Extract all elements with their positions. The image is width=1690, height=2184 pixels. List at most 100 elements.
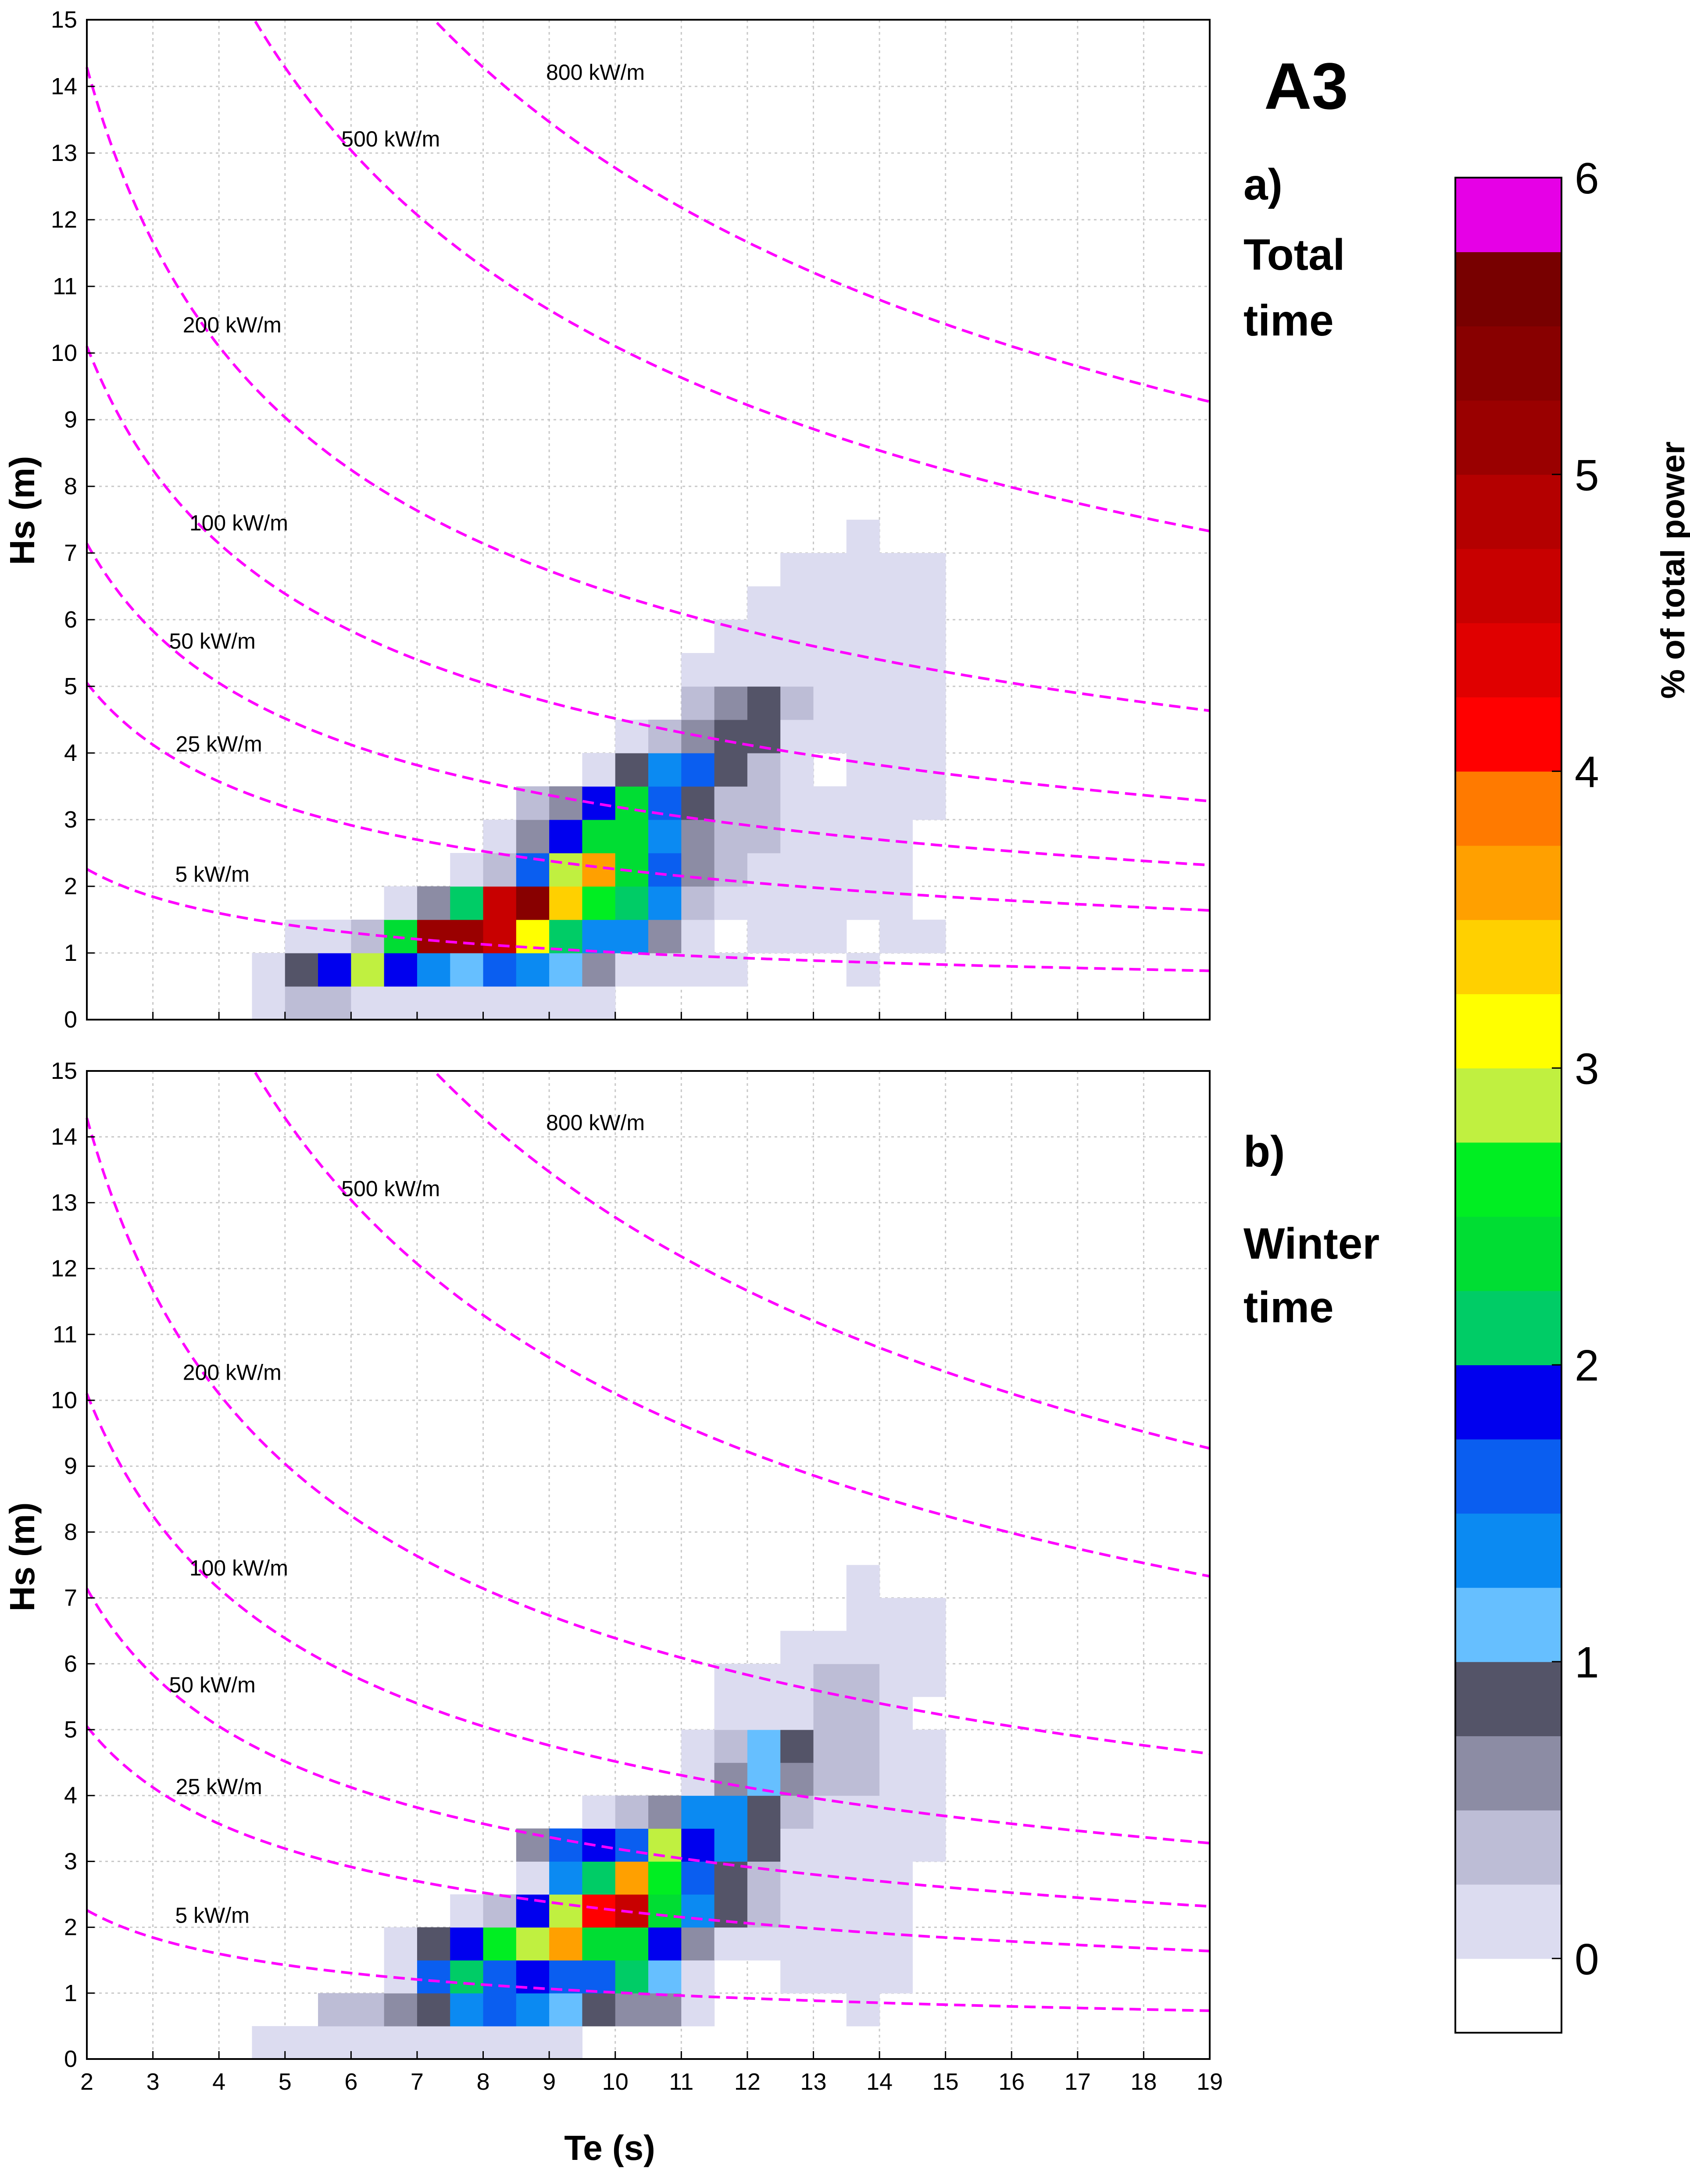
heatmap-cell — [813, 820, 847, 853]
heatmap-cell — [813, 653, 847, 687]
heatmap-cell — [813, 1696, 847, 1730]
colorbar-block — [1455, 252, 1561, 327]
isoline-5 — [86, 868, 1210, 972]
heatmap-cell — [714, 620, 748, 653]
heatmap-cell — [714, 1663, 748, 1697]
heatmap-cell — [780, 820, 814, 853]
heatmap-cell — [813, 686, 847, 720]
heatmap-cell — [780, 1927, 814, 1961]
y-tick-label: 11 — [53, 1321, 77, 1348]
heatmap-cell — [879, 1730, 913, 1763]
y-tick-label: 0 — [64, 1006, 77, 1033]
colorbar-tick-labels: 0 1 2 3 4 5 6 — [1552, 154, 1599, 1984]
heatmap-cell — [747, 1894, 781, 1928]
heatmap-cell — [879, 886, 913, 920]
colorbar-tick-label: 5 — [1575, 451, 1599, 500]
isoline-50 — [86, 542, 1210, 867]
heatmap-cell — [714, 886, 748, 920]
panel-b-title-line-3: time — [1243, 1283, 1334, 1332]
heatmap-cell — [582, 920, 616, 953]
heatmap-cell — [846, 686, 880, 720]
heatmap-cell — [681, 853, 715, 887]
heatmap-cell — [879, 1927, 913, 1961]
heatmap-cell — [681, 886, 715, 920]
figure-title: A3 — [1264, 49, 1348, 123]
heatmap-cell — [582, 986, 616, 1020]
panel-a-grid — [86, 19, 1211, 1021]
y-tick-label: 12 — [51, 207, 77, 233]
heatmap-cell — [516, 953, 550, 987]
heatmap-cell — [912, 1730, 946, 1763]
heatmap-cell — [813, 920, 847, 953]
x-tick-label: 16 — [998, 2069, 1025, 2095]
heatmap-cell — [813, 620, 847, 653]
heatmap-cell — [681, 1828, 715, 1862]
heatmap-cell — [450, 853, 484, 887]
heatmap-cell — [351, 986, 385, 1020]
panel-a-title-line-3: time — [1243, 296, 1334, 345]
heatmap-cell — [846, 1565, 880, 1599]
colorbar-block — [1455, 771, 1561, 846]
heatmap-cell — [549, 920, 583, 953]
heatmap-cell — [450, 1993, 484, 2027]
y-tick-label: 12 — [51, 1256, 77, 1282]
isoline-25 — [86, 1725, 1210, 1952]
heatmap-cell — [648, 886, 682, 920]
heatmap-cell — [846, 586, 880, 620]
heatmap-cell — [549, 1927, 583, 1961]
heatmap-cell — [846, 1730, 880, 1763]
panel-b-title-line-2: Winter — [1243, 1219, 1379, 1268]
heatmap-cell — [780, 1763, 814, 1796]
heatmap-cell — [483, 1927, 517, 1961]
heatmap-cell — [912, 1828, 946, 1862]
colorbar-block — [1455, 1587, 1561, 1662]
heatmap-cell — [681, 1894, 715, 1928]
heatmap-cell — [813, 720, 847, 753]
heatmap-cell — [912, 553, 946, 587]
x-tick-label: 9 — [543, 2069, 556, 2095]
isoline-800 — [436, 21, 1210, 403]
heatmap-cell — [516, 886, 550, 920]
heatmap-cell — [318, 986, 351, 1020]
colorbar-tick-label: 4 — [1575, 748, 1599, 797]
isoline-25 — [86, 682, 1210, 912]
heatmap-cell — [516, 1894, 550, 1928]
heatmap-cell — [648, 1894, 682, 1928]
heatmap-cell — [483, 953, 517, 987]
isoline-200 — [86, 67, 1210, 712]
colorbar-block — [1455, 697, 1561, 772]
colorbar-block — [1455, 1068, 1561, 1143]
heatmap-cell — [714, 720, 748, 753]
heatmap-cell — [648, 720, 682, 753]
colorbar-block — [1455, 1439, 1561, 1514]
y-tick-label: 4 — [64, 1782, 77, 1809]
heatmap-cell — [549, 1828, 583, 1862]
heatmap-cell — [450, 1960, 484, 1994]
heatmap-cell — [747, 886, 781, 920]
heatmap-cell — [648, 786, 682, 820]
heatmap-cell — [879, 720, 913, 753]
panel-a-x-tick-labels — [86, 1012, 1211, 1020]
heatmap-cell — [714, 1763, 748, 1796]
isoline-label: 100 kW/m — [189, 510, 288, 535]
panel-a-title-line-1: a) — [1243, 160, 1283, 209]
heatmap-cell — [879, 1696, 913, 1730]
heatmap-cell — [516, 820, 550, 853]
heatmap-cell — [450, 886, 484, 920]
isoline-200 — [86, 1117, 1210, 1755]
heatmap-cell — [648, 820, 682, 853]
x-tick-label: 8 — [477, 2069, 490, 2095]
isoline-500 — [254, 1072, 1210, 1578]
heatmap-cell — [747, 1861, 781, 1895]
heatmap-cell — [450, 1927, 484, 1961]
heatmap-cell — [450, 986, 484, 1020]
heatmap-cell — [780, 653, 814, 687]
y-tick-label: 15 — [51, 1058, 77, 1084]
heatmap-cell — [879, 1861, 913, 1895]
heatmap-cell — [252, 986, 286, 1020]
y-tick-label: 4 — [64, 740, 77, 766]
heatmap-cell — [615, 953, 649, 987]
